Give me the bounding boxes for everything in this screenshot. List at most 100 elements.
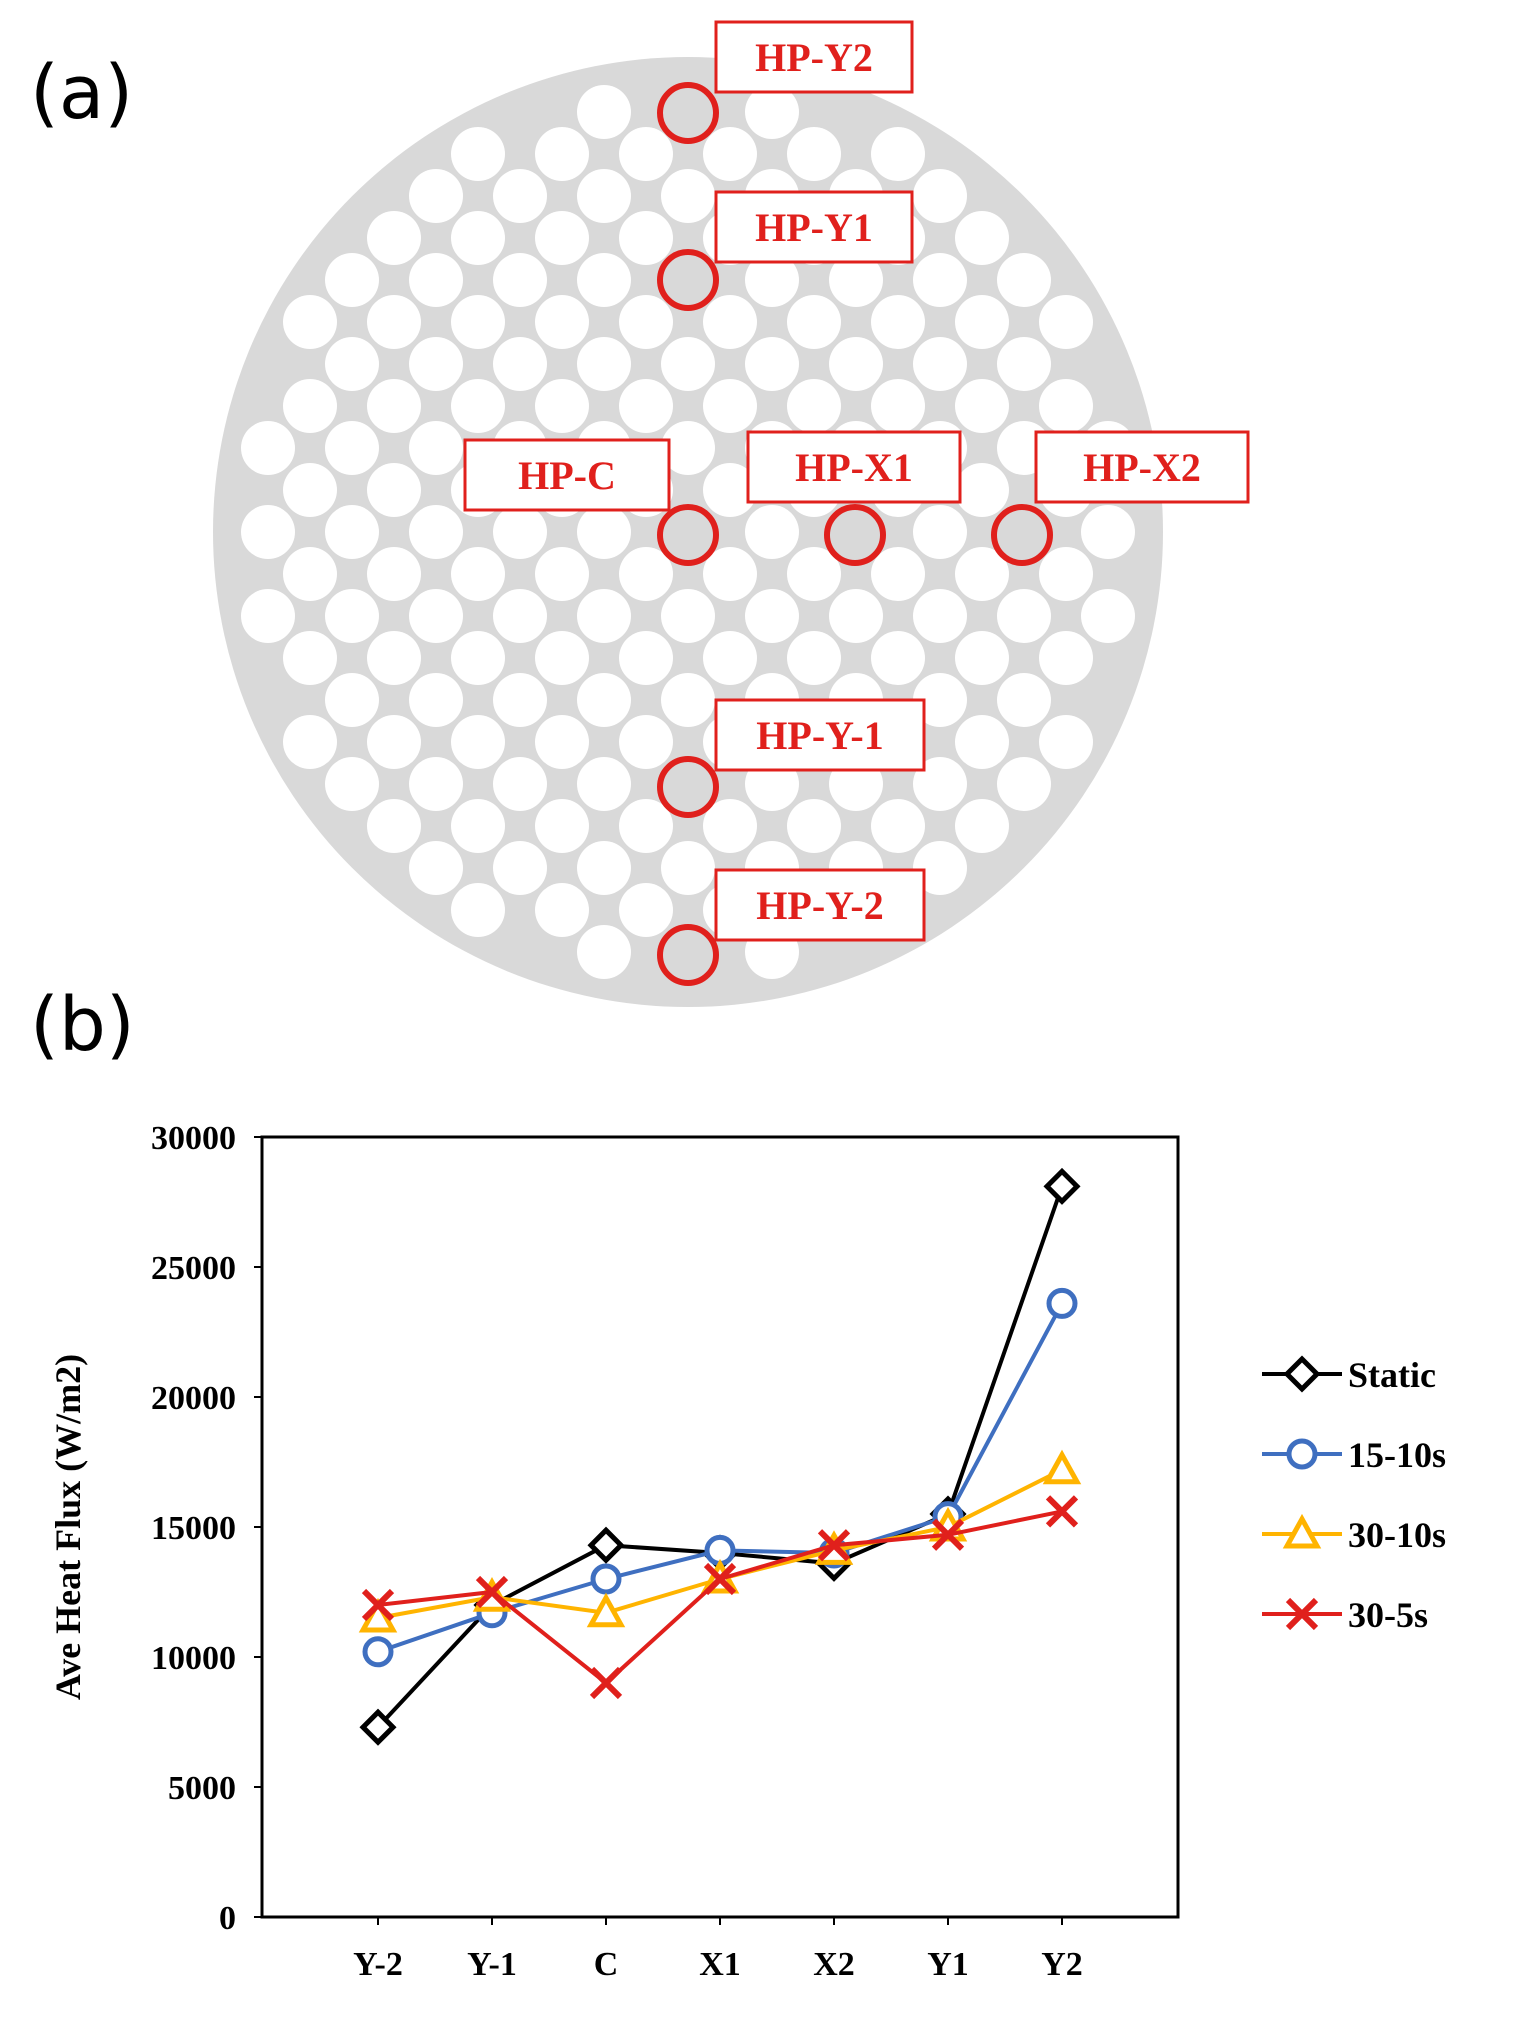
sensor-ring: [824, 504, 886, 566]
sensor-label-box: [714, 698, 926, 772]
series-line: [376, 1185, 1064, 1729]
tube-sheet-diagram: [213, 57, 1163, 1007]
tube-hole: [619, 295, 673, 349]
tube-hole: [913, 841, 967, 895]
tube-hole: [409, 673, 463, 727]
tube-hole: [619, 127, 673, 181]
tube-hole: [913, 253, 967, 307]
data-point: [587, 1526, 625, 1564]
tube-hole: [745, 337, 799, 391]
tube-hole: [367, 631, 421, 685]
tube-hole: [283, 547, 337, 601]
x-tick-label: X2: [813, 1946, 855, 1983]
tube-hole: [493, 505, 547, 559]
tube-hole: [661, 337, 715, 391]
tube-hole: [367, 799, 421, 853]
tube-hole: [1039, 715, 1093, 769]
tube-hole: [283, 631, 337, 685]
data-point: [589, 1666, 623, 1700]
sensor-label: HP-Y-1: [756, 713, 883, 758]
tube-hole: [577, 589, 631, 643]
tube-hole: [997, 673, 1051, 727]
tube-hole: [283, 715, 337, 769]
tube-hole: [1081, 505, 1135, 559]
data-point: [359, 1708, 397, 1746]
tube-hole: [241, 421, 295, 475]
tube-hole: [619, 379, 673, 433]
tube-hole: [325, 421, 379, 475]
tube-hole: [829, 253, 883, 307]
x-axis-ticks: Y-2 Y-1 C X1 X2 Y1 Y2: [353, 1917, 1083, 1983]
legend-item: 30-5s: [1262, 1595, 1428, 1635]
tube-hole: [493, 253, 547, 307]
tube-hole: [409, 253, 463, 307]
tube-hole: [409, 337, 463, 391]
data-point: [586, 1592, 626, 1628]
y-tick-label: 10000: [151, 1640, 236, 1677]
tube-hole: [325, 673, 379, 727]
tube-hole: [535, 631, 589, 685]
sensor-marker-hp-x1: HP-X1: [746, 430, 962, 566]
x-tick-label: C: [594, 1946, 619, 1983]
tube-hole: [1039, 379, 1093, 433]
tube-hole: [451, 715, 505, 769]
sensor-label: HP-Y-2: [756, 883, 883, 928]
tube-hole: [1039, 547, 1093, 601]
legend-label: 30-5s: [1348, 1595, 1428, 1635]
tube-hole: [913, 505, 967, 559]
tube-hole: [325, 253, 379, 307]
tube-hole: [913, 673, 967, 727]
tube-hole: [409, 589, 463, 643]
tube-hole: [619, 799, 673, 853]
sensor-ring: [657, 504, 719, 566]
tube-hole: [451, 631, 505, 685]
sensor-ring: [657, 249, 719, 311]
tube-hole: [451, 379, 505, 433]
tube-hole: [493, 757, 547, 811]
tube-hole: [577, 253, 631, 307]
tube-hole: [325, 757, 379, 811]
tube-hole: [367, 463, 421, 517]
plot-area-frame: [260, 1135, 1180, 1919]
data-point: [703, 1562, 737, 1596]
tube-hole: [535, 295, 589, 349]
tube-hole: [535, 379, 589, 433]
tube-hole: [493, 337, 547, 391]
tube-hole: [703, 631, 757, 685]
legend-marker: [1283, 1355, 1321, 1393]
tube-hole: [787, 799, 841, 853]
heat-probe-markers: HP-Y2 HP-Y1 HP-C HP-X1 HP-X2: [463, 20, 1250, 986]
tube-hole: [409, 757, 463, 811]
heat-flux-chart: 0 5000 10000 15000 20000 25000 30000 Y-2 Y-1 C X1…: [48, 1120, 1446, 1983]
tube-hole: [619, 211, 673, 265]
data-point: [475, 1575, 509, 1609]
tube-hole: [451, 547, 505, 601]
data-point: [1043, 1167, 1081, 1205]
tube-hole: [787, 631, 841, 685]
tube-hole: [703, 127, 757, 181]
tube-hole: [703, 799, 757, 853]
tube-hole: [577, 841, 631, 895]
y-axis-title: Ave Heat Flux (W/m2): [48, 1354, 88, 1700]
x-tick-label: X1: [699, 1946, 741, 1983]
sensor-marker-hp-y-1: HP-Y-1: [657, 698, 926, 818]
tube-hole: [871, 295, 925, 349]
sensor-label: HP-Y1: [755, 205, 873, 250]
tube-hole: [325, 337, 379, 391]
tube-hole: [367, 547, 421, 601]
tube-hole: [451, 295, 505, 349]
tube-hole: [493, 169, 547, 223]
tube-hole: [745, 85, 799, 139]
sensor-label: HP-X1: [795, 445, 913, 490]
data-point: [590, 1563, 622, 1595]
y-tick-label: 15000: [151, 1510, 236, 1547]
sensor-marker-hp-c: HP-C: [463, 438, 719, 566]
x-tick-label: Y-1: [467, 1946, 517, 1983]
legend-marker: [1286, 1438, 1318, 1470]
tube-hole: [661, 421, 715, 475]
tube-hole: [871, 799, 925, 853]
tube-hole: [955, 631, 1009, 685]
tube-hole: [577, 925, 631, 979]
tube-hole: [997, 337, 1051, 391]
